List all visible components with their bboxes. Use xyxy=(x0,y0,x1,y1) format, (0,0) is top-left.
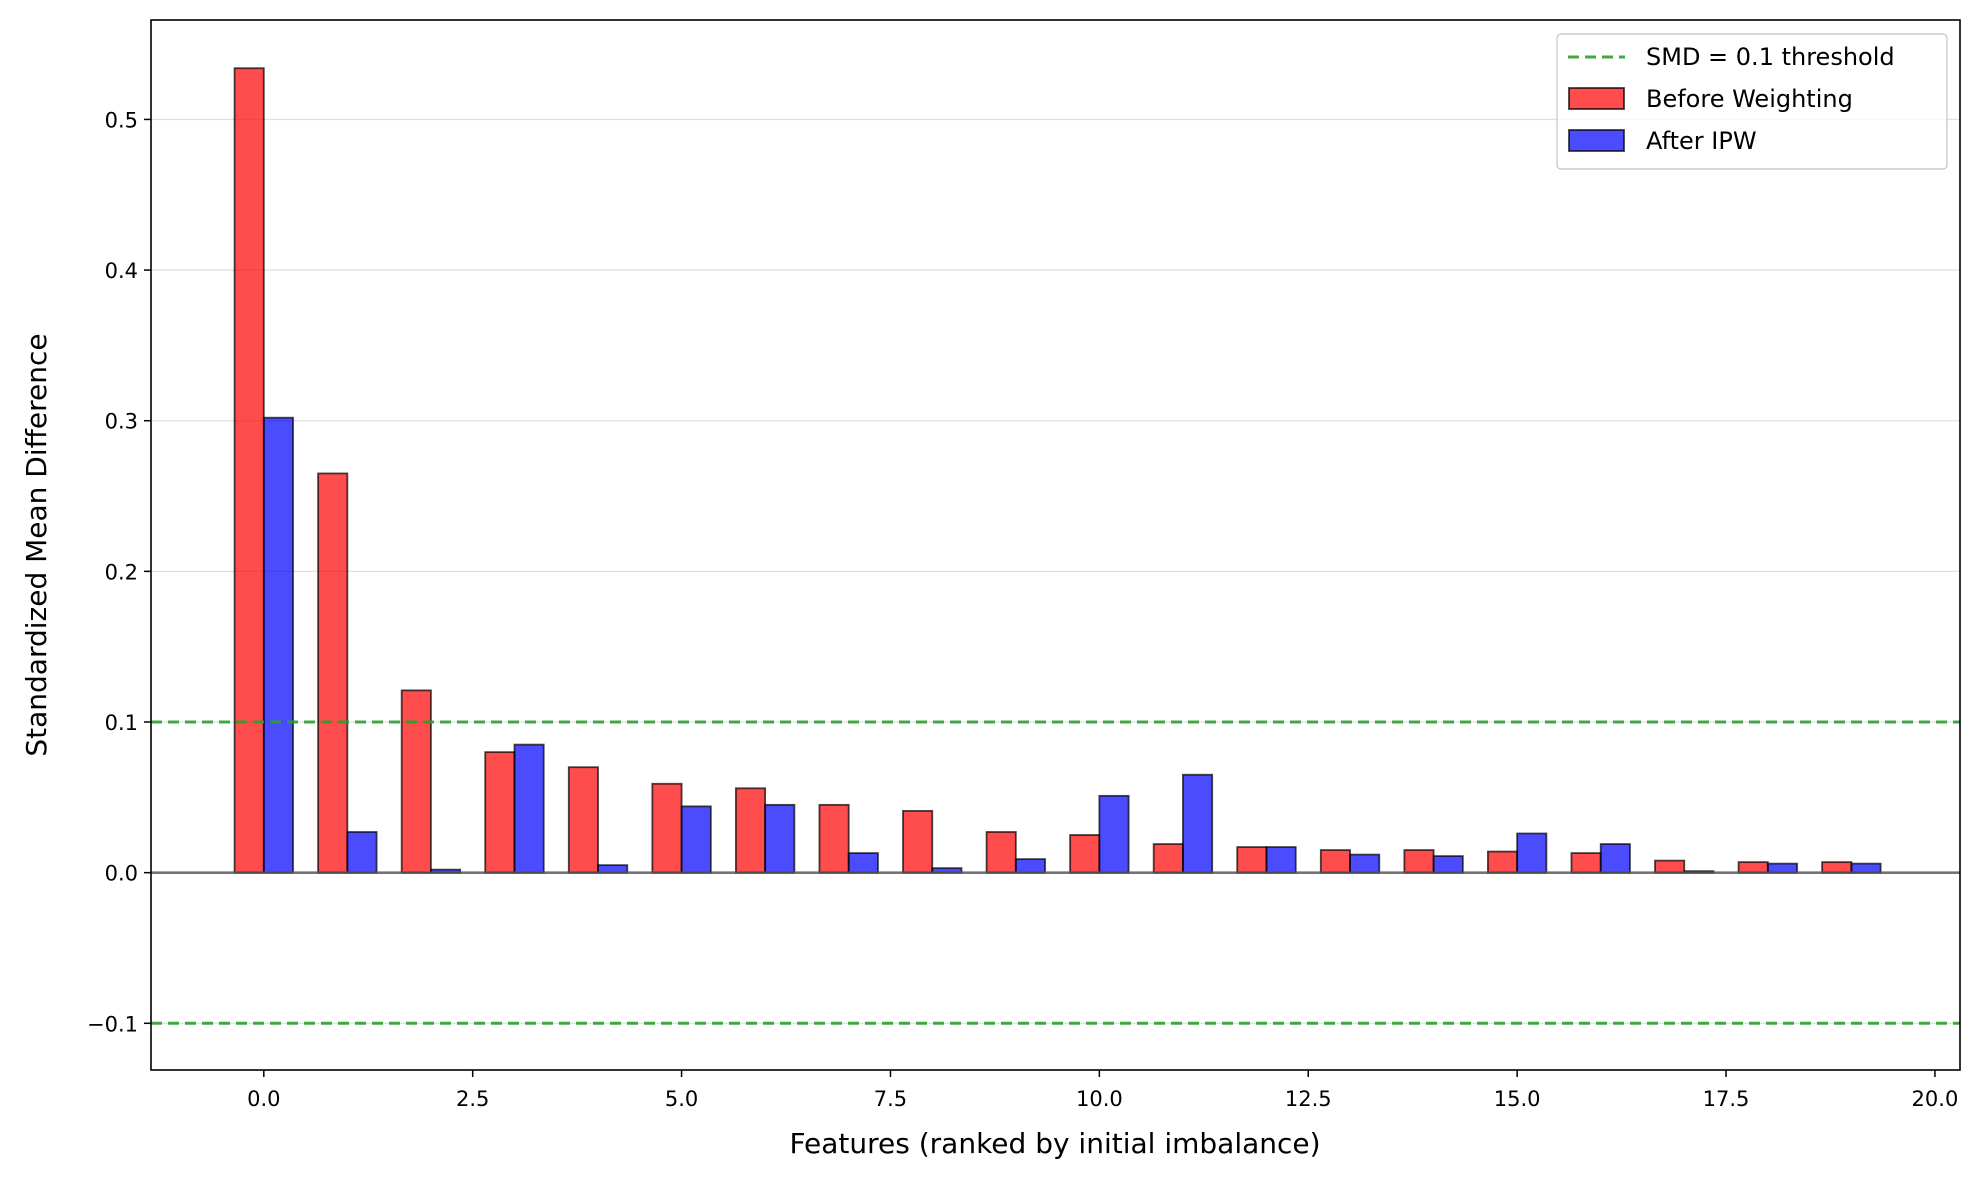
bar-before-weighting xyxy=(484,751,516,874)
legend: SMD = 0.1 threshold Before Weighting Aft… xyxy=(1556,33,1948,170)
bar-after-ipw xyxy=(1599,843,1631,874)
bar-before-weighting xyxy=(1570,852,1602,874)
y-tick-label: 0.3 xyxy=(105,410,138,434)
bar-before-weighting xyxy=(1069,834,1101,874)
x-tick-label: 7.5 xyxy=(874,1087,907,1111)
y-axis-title: Standardized Mean Difference xyxy=(20,333,53,756)
bar-before-weighting xyxy=(1654,859,1686,874)
legend-before-swatch xyxy=(1568,87,1625,110)
bar-after-ipw xyxy=(1014,858,1046,874)
bar-after-ipw xyxy=(680,805,712,874)
x-tick-label: 5.0 xyxy=(665,1087,698,1111)
bar-after-ipw xyxy=(513,743,545,874)
bar-before-weighting xyxy=(985,831,1017,874)
bar-before-weighting xyxy=(1236,846,1268,874)
bar-before-weighting xyxy=(734,787,767,874)
x-tick-label: 0.0 xyxy=(247,1087,280,1111)
x-tick-label: 15.0 xyxy=(1494,1087,1541,1111)
bars-group xyxy=(233,67,1882,874)
bar-after-ipw xyxy=(1265,846,1297,874)
x-tick-label: 17.5 xyxy=(1703,1087,1750,1111)
bar-before-weighting xyxy=(1403,849,1435,874)
bar-after-ipw xyxy=(1850,862,1882,874)
legend-label-threshold: SMD = 0.1 threshold xyxy=(1646,43,1895,71)
bar-before-weighting xyxy=(818,803,850,874)
bar-after-ipw xyxy=(346,831,378,874)
bar-after-ipw xyxy=(1349,853,1381,874)
y-tick-label: 0.5 xyxy=(105,108,138,132)
bar-before-weighting xyxy=(1319,849,1351,874)
y-tick-label: 0.0 xyxy=(105,862,138,886)
x-axis-ticks: 0.0 2.5 5.0 7.5 10.0 12.5 15.0 17.5 20.0 xyxy=(247,1070,1958,1111)
bar-before-weighting xyxy=(233,67,265,874)
bar-before-weighting xyxy=(317,472,349,874)
x-tick-label: 2.5 xyxy=(456,1087,489,1111)
bar-before-weighting xyxy=(1737,861,1769,874)
bar-after-ipw xyxy=(847,852,879,874)
reference-lines xyxy=(151,720,1960,1025)
bar-before-weighting xyxy=(651,782,683,874)
bar-after-ipw xyxy=(1098,794,1130,874)
bar-after-ipw xyxy=(262,416,294,874)
x-axis-title: Features (ranked by initial imbalance) xyxy=(789,1127,1320,1160)
x-tick-label: 10.0 xyxy=(1076,1087,1123,1111)
bar-before-weighting xyxy=(1152,843,1184,874)
plot-frame xyxy=(150,19,1961,1071)
legend-label-after: After IPW xyxy=(1646,127,1757,155)
bar-before-weighting xyxy=(902,809,934,874)
y-tick-label: 0.4 xyxy=(105,259,138,283)
bar-before-weighting xyxy=(567,766,599,874)
bar-after-ipw xyxy=(1766,862,1798,874)
bar-after-ipw xyxy=(764,803,796,874)
bar-after-ipw xyxy=(1516,832,1548,874)
legend-box xyxy=(1556,33,1948,170)
x-tick-label: 12.5 xyxy=(1285,1087,1332,1111)
bar-before-weighting xyxy=(400,689,432,874)
y-axis-ticks: −0.1 0.0 0.1 0.2 0.3 0.4 0.5 xyxy=(87,108,151,1036)
legend-label-before: Before Weighting xyxy=(1646,85,1853,113)
y-tick-label: 0.2 xyxy=(105,560,138,584)
y-tick-label: −0.1 xyxy=(87,1012,138,1036)
x-tick-label: 20.0 xyxy=(1912,1087,1959,1111)
grid-lines xyxy=(151,118,1960,1024)
y-tick-label: 0.1 xyxy=(105,711,138,735)
bar-before-weighting xyxy=(1487,850,1519,874)
bar-after-ipw xyxy=(1182,773,1214,874)
bar-after-ipw xyxy=(1432,855,1464,874)
legend-after-swatch xyxy=(1568,129,1625,152)
bar-before-weighting xyxy=(1821,861,1853,874)
